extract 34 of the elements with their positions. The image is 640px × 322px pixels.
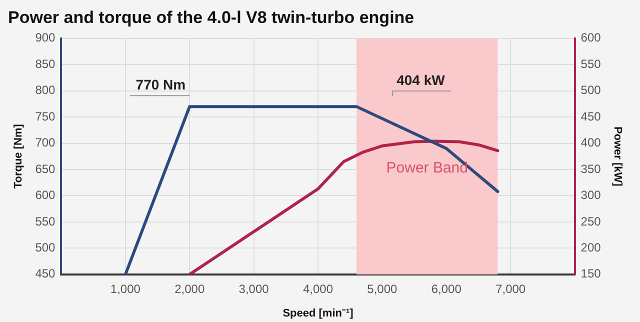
y-tick-label: 500 [35, 240, 56, 254]
y2-tick-label: 300 [580, 188, 602, 202]
y-tick-label: 800 [35, 83, 56, 98]
y2-tick-label: 150 [580, 266, 602, 281]
y2-tick-label: 200 [580, 240, 602, 254]
x-tick-label: 3,000 [238, 282, 270, 296]
x-tick-label: 5,000 [367, 282, 398, 296]
annotation: 404 kW [396, 72, 446, 88]
y2-tick-label: 500 [580, 83, 602, 98]
y2-tick-label: 250 [580, 214, 602, 228]
y-tick-label: 450 [35, 266, 56, 281]
y2-tick-label: 550 [580, 56, 602, 71]
x-tick-label: 4,000 [302, 282, 334, 296]
x-axis-title: Speed [min⁻¹] [282, 307, 354, 320]
x-tick-label: 2,000 [174, 282, 205, 296]
y-tick-label: 850 [35, 56, 56, 71]
y2-axis-title: Power [kW] [611, 126, 624, 187]
y2-tick-label: 450 [580, 109, 602, 124]
band-label: Power Band [386, 159, 468, 176]
x-tick-label: 1,000 [110, 282, 141, 296]
y-tick-label: 900 [35, 30, 56, 45]
x-tick-label: 7,000 [496, 282, 526, 296]
y-tick-label: 750 [35, 109, 56, 124]
y-tick-label: 700 [35, 136, 56, 150]
x-tick-label: 6,000 [431, 282, 462, 296]
y2-tick-label: 600 [580, 30, 602, 45]
y-axis-title: Torque [Nm] [12, 124, 25, 189]
y2-tick-label: 400 [580, 136, 602, 150]
y-tick-label: 600 [35, 188, 56, 202]
y-tick-label: 550 [35, 214, 56, 228]
y2-tick-label: 350 [580, 162, 602, 176]
y-tick-label: 650 [35, 162, 56, 176]
chart-title: Power and torque of the 4.0-l V8 twin-turbo engine [8, 8, 414, 27]
annotation: 770 Nm [136, 76, 186, 92]
